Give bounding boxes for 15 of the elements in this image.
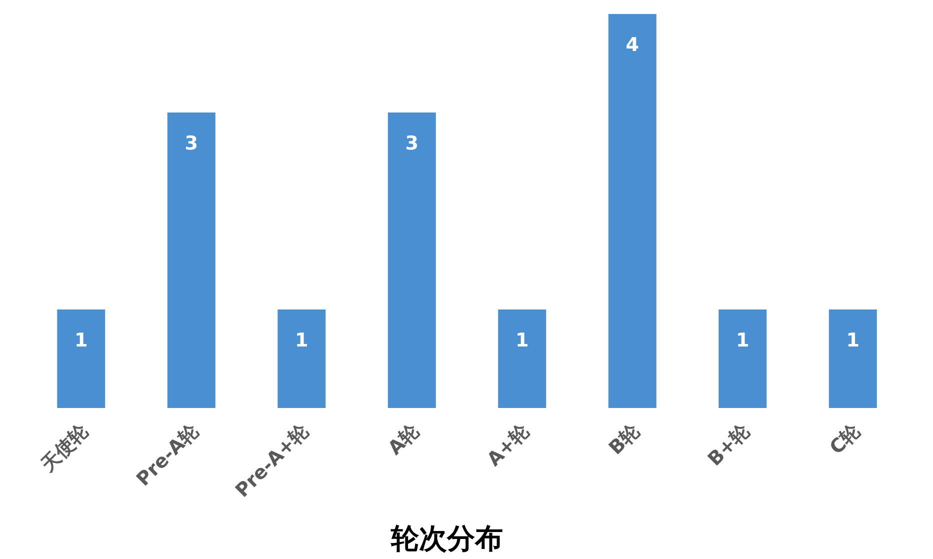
- data-label: 1: [846, 330, 860, 352]
- data-label: 3: [184, 132, 198, 154]
- x-axis-title: 轮次分布: [390, 522, 503, 555]
- x-tick-label: C轮: [826, 419, 866, 459]
- data-label: 1: [74, 330, 88, 352]
- x-tick-label: A+轮: [483, 419, 534, 471]
- data-label: 1: [295, 330, 308, 352]
- x-tick-label: A轮: [384, 419, 424, 460]
- x-tick-label: B+轮: [704, 419, 755, 470]
- data-label: 1: [516, 330, 529, 352]
- data-label: 3: [405, 132, 418, 154]
- data-label: 1: [736, 330, 750, 352]
- data-label: 4: [626, 34, 639, 56]
- x-tick-label: B轮: [604, 419, 645, 460]
- x-tick-label: 天使轮: [36, 419, 94, 477]
